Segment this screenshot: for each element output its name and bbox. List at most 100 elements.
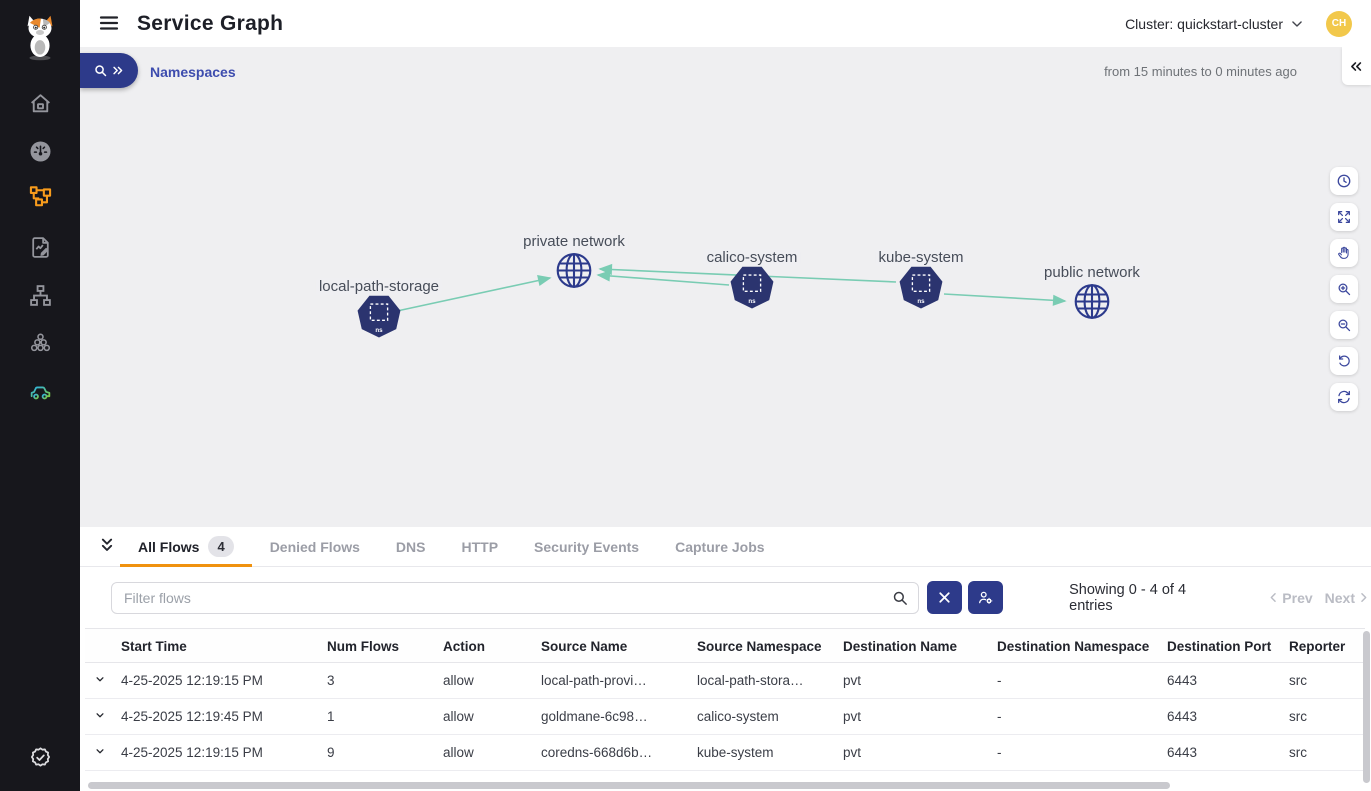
- cell-destination-port: 6443: [1167, 662, 1289, 699]
- svg-text:ns: ns: [748, 298, 756, 305]
- time-settings-button[interactable]: [1330, 167, 1358, 195]
- service-graph-canvas[interactable]: ns local-path-storage private network ns cal…: [80, 47, 1371, 527]
- cell-source-name: coredns-668d6b…: [541, 734, 697, 771]
- tab-count-badge: 4: [208, 536, 234, 557]
- graph-node-private-network[interactable]: [554, 251, 594, 296]
- tab-capture-jobs[interactable]: Capture Jobs: [657, 527, 782, 566]
- graph-node-label-kube-system: kube-system: [875, 249, 967, 266]
- cell-reporter: src: [1289, 734, 1365, 771]
- double-chevron-down-icon: [101, 538, 113, 551]
- user-column-settings-button[interactable]: [967, 581, 1004, 614]
- prev-page-button[interactable]: Prev: [1266, 590, 1313, 606]
- col-reporter: Reporter: [1289, 628, 1365, 663]
- col-source-name: Source Name: [541, 628, 697, 663]
- hamburger-menu-button[interactable]: [96, 11, 122, 37]
- cell-start-time: 4-25-2025 12:19:15 PM: [121, 662, 327, 699]
- search-icon: [893, 591, 907, 605]
- refresh-button[interactable]: [1330, 383, 1358, 411]
- vertical-scrollbar-thumb[interactable]: [1363, 631, 1370, 783]
- row-expander[interactable]: [85, 662, 121, 699]
- graph-node-label-public-network: public network: [1041, 264, 1143, 281]
- cell-start-time: 4-25-2025 12:19:45 PM: [121, 698, 327, 735]
- row-expander[interactable]: [85, 734, 121, 771]
- cell-start-time: 4-25-2025 12:19:15 PM: [121, 734, 327, 771]
- col-source-namespace: Source Namespace: [697, 628, 843, 663]
- clear-filter-button[interactable]: [926, 581, 962, 614]
- flows-table: Start Time Num Flows Action Source Name Sour…: [80, 628, 1371, 771]
- sidebar-item-car[interactable]: [0, 367, 80, 415]
- tab-http[interactable]: HTTP: [443, 527, 516, 566]
- graph-edges: [396, 263, 1067, 312]
- top-header: Service Graph Cluster: quickstart-cluste…: [80, 0, 1371, 47]
- time-range-label: from 15 minutes to 0 minutes ago: [1104, 64, 1297, 79]
- table-row[interactable]: 4-25-2025 12:19:15 PM 9 allow coredns-668d6…: [85, 734, 1365, 771]
- sidebar: [0, 0, 80, 791]
- breadcrumb[interactable]: Namespaces: [150, 64, 236, 80]
- flows-tabbar: All Flows 4 Denied Flows DNS HTTP Security Ev…: [80, 527, 1371, 567]
- certificate-check-icon: [28, 747, 53, 774]
- hamburger-icon: [99, 15, 119, 30]
- graph-node-kube-system[interactable]: ns: [899, 264, 943, 314]
- calico-cat-logo: [17, 10, 63, 66]
- cell-destination-namespace: -: [997, 734, 1167, 771]
- col-action: Action: [443, 628, 541, 663]
- row-expander[interactable]: [85, 698, 121, 735]
- horizontal-scrollbar-thumb[interactable]: [88, 782, 1170, 789]
- tab-label: Security Events: [534, 538, 640, 555]
- graph-toolbar: [1330, 167, 1358, 411]
- next-page-button[interactable]: Next: [1325, 590, 1371, 606]
- sidebar-item-service-graph[interactable]: [0, 175, 80, 223]
- graph-node-public-network[interactable]: [1072, 282, 1112, 327]
- collapse-right-panel-button[interactable]: [1342, 47, 1371, 85]
- tab-all-flows[interactable]: All Flows 4: [120, 527, 252, 567]
- zoom-in-button[interactable]: [1330, 275, 1358, 303]
- graph-search-button[interactable]: [80, 53, 138, 88]
- cluster-selector[interactable]: Cluster: quickstart-cluster: [1125, 16, 1304, 32]
- tab-label: Denied Flows: [269, 538, 360, 555]
- sidebar-item-network-topology[interactable]: [0, 271, 80, 319]
- tab-security-events[interactable]: Security Events: [516, 527, 657, 566]
- sidebar-item-dashboard-gauge[interactable]: [0, 127, 80, 175]
- cell-destination-port: 6443: [1167, 698, 1289, 735]
- user-gear-icon: [979, 591, 993, 605]
- cell-action: allow: [443, 698, 541, 735]
- double-chevron-left-icon: [1351, 61, 1362, 71]
- filter-flows-input[interactable]: [111, 581, 919, 614]
- chevron-right-icon: [1361, 593, 1367, 602]
- col-destination-port: Destination Port: [1167, 628, 1289, 663]
- tab-label: Capture Jobs: [675, 538, 765, 555]
- user-avatar[interactable]: CH: [1326, 10, 1352, 37]
- service-graph-icon: [28, 184, 53, 214]
- reset-layout-button[interactable]: [1330, 347, 1358, 375]
- graph-edge-0: [396, 275, 552, 312]
- tab-dns[interactable]: DNS: [378, 527, 444, 566]
- col-destination-namespace: Destination Namespace: [997, 628, 1167, 663]
- cell-destination-name: pvt: [843, 734, 997, 771]
- fit-screen-button[interactable]: [1330, 203, 1358, 231]
- sidebar-item-certificate-check[interactable]: [28, 745, 53, 775]
- close-icon: [939, 592, 950, 603]
- double-chevron-right-icon: [113, 66, 123, 75]
- cell-num-flows: 9: [327, 734, 443, 771]
- sidebar-item-reports[interactable]: [0, 223, 80, 271]
- sidebar-item-home[interactable]: [0, 79, 80, 127]
- graph-node-calico-system[interactable]: ns: [730, 264, 774, 314]
- flows-tabs: All Flows 4 Denied Flows DNS HTTP Security Ev…: [120, 527, 783, 567]
- graph-node-local-path-storage[interactable]: ns: [357, 293, 401, 343]
- cell-destination-namespace: -: [997, 698, 1167, 735]
- tab-label: DNS: [395, 538, 426, 555]
- zoom-out-button[interactable]: [1330, 311, 1358, 339]
- table-row[interactable]: 4-25-2025 12:19:15 PM 3 allow local-path-pr…: [85, 662, 1365, 699]
- tab-denied-flows[interactable]: Denied Flows: [252, 527, 378, 566]
- collapse-flows-panel-button[interactable]: [94, 534, 120, 560]
- pan-hand-button[interactable]: [1330, 239, 1358, 267]
- cell-destination-name: pvt: [843, 662, 997, 699]
- chevron-down-icon: [1292, 20, 1302, 27]
- svg-text:ns: ns: [917, 298, 925, 305]
- cell-num-flows: 1: [327, 698, 443, 735]
- sidebar-item-clusters[interactable]: [0, 319, 80, 367]
- graph-edge-3: [943, 293, 1067, 306]
- table-header-row: Start Time Num Flows Action Source Name Sour…: [85, 628, 1365, 663]
- table-row[interactable]: 4-25-2025 12:19:45 PM 1 allow goldmane-6c98…: [85, 698, 1365, 735]
- chevron-left-icon: [1270, 593, 1277, 602]
